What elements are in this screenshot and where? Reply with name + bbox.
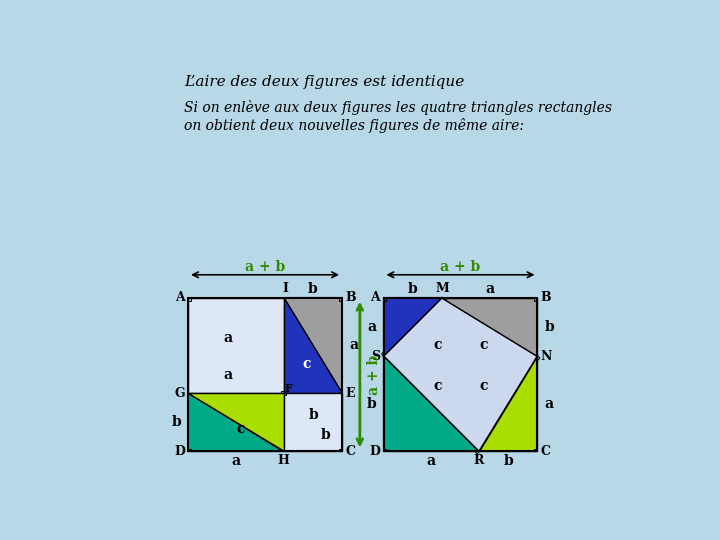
Text: M: M (435, 282, 449, 295)
Polygon shape (188, 393, 284, 451)
Text: D: D (174, 445, 185, 458)
Text: a: a (427, 454, 436, 468)
Text: C: C (541, 445, 551, 458)
Text: c: c (433, 338, 442, 352)
Text: c: c (479, 379, 487, 393)
Text: a + b: a + b (441, 260, 481, 274)
Polygon shape (284, 298, 342, 393)
Text: B: B (541, 291, 551, 304)
Text: N: N (540, 349, 552, 362)
Polygon shape (284, 298, 342, 393)
Text: b: b (320, 428, 330, 442)
Text: a: a (367, 320, 377, 334)
Text: c: c (302, 357, 311, 372)
Text: a + b: a + b (245, 260, 285, 274)
Text: b: b (503, 454, 513, 468)
Text: A: A (370, 291, 380, 304)
Text: B: B (345, 291, 356, 304)
Text: I: I (283, 282, 289, 295)
Polygon shape (188, 298, 284, 393)
Polygon shape (284, 393, 342, 451)
Polygon shape (442, 298, 537, 356)
Text: G: G (174, 387, 185, 400)
Text: a: a (544, 397, 554, 411)
Text: R: R (474, 454, 484, 467)
Polygon shape (188, 393, 284, 451)
Polygon shape (384, 356, 479, 451)
Text: b: b (408, 281, 418, 295)
Text: L’aire des deux figures est identique: L’aire des deux figures est identique (184, 75, 464, 89)
Text: a: a (349, 339, 358, 352)
Text: F: F (284, 382, 292, 394)
Text: S: S (371, 349, 379, 362)
Text: a: a (231, 454, 240, 468)
Text: b: b (544, 320, 554, 334)
Text: a: a (485, 281, 494, 295)
Text: H: H (278, 454, 289, 467)
Text: c: c (433, 379, 442, 393)
Text: c: c (479, 338, 487, 352)
Text: Si on enlève aux deux figures les quatre triangles rectangles
on obtient deux no: Si on enlève aux deux figures les quatre… (184, 100, 612, 132)
Text: b: b (309, 408, 319, 422)
Text: C: C (346, 445, 355, 458)
Polygon shape (384, 298, 537, 451)
Text: c: c (236, 422, 245, 436)
Text: D: D (370, 445, 381, 458)
Text: A: A (175, 291, 185, 304)
Text: a: a (224, 368, 233, 382)
Text: a: a (224, 330, 233, 345)
Text: b: b (308, 282, 318, 296)
Text: b: b (367, 397, 377, 411)
Polygon shape (479, 356, 537, 451)
Text: b: b (171, 415, 181, 429)
Polygon shape (384, 298, 442, 356)
Text: a + b: a + b (367, 354, 382, 395)
Text: E: E (346, 387, 355, 400)
